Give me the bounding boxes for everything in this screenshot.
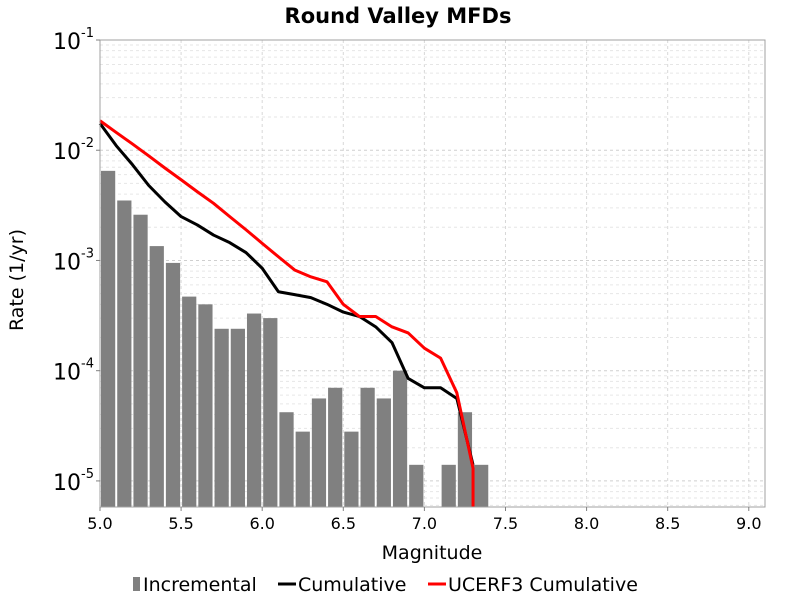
y-tick-exponent: -2: [81, 136, 94, 151]
cumulative-lines: [98, 119, 475, 507]
incremental-bar: [101, 170, 116, 507]
legend-label-cumulative: Cumulative: [298, 574, 406, 596]
plot-border: [99, 39, 766, 508]
x-tick-label: 7.0: [412, 514, 437, 533]
x-tick-label: 9.0: [736, 514, 761, 533]
incremental-bar: [474, 464, 489, 507]
incremental-bar: [198, 304, 213, 507]
incremental-bar: [165, 262, 181, 507]
y-tick-exponent: -4: [81, 357, 94, 372]
y-tick-exponent: -5: [81, 467, 94, 482]
y-tick-label: 10-2: [53, 136, 94, 165]
incremental-bar: [214, 328, 229, 507]
legend-item-ucerf3: UCERF3 Cumulative: [428, 574, 638, 596]
incremental-bar: [117, 200, 132, 508]
y-tick-label: 10-3: [53, 246, 94, 275]
y-tick-exponent: -1: [81, 26, 94, 41]
x-axis-ticks: 5.0 5.5 6.0 6.5 7.0 7.5 8.0 8.5 9.0: [87, 507, 762, 533]
y-tick-label: 10-4: [53, 357, 94, 386]
chart-title: Round Valley MFDs: [285, 4, 512, 28]
x-tick-label: 5.0: [87, 514, 112, 533]
y-tick-exponent: -3: [81, 246, 94, 261]
y-tick-label: 10-5: [53, 467, 94, 496]
incremental-bar: [328, 387, 343, 507]
x-tick-label: 8.5: [655, 514, 680, 533]
ucerf3-cumulative-line: [99, 119, 475, 507]
incremental-bar: [295, 431, 310, 507]
x-tick-label: 8.0: [574, 514, 599, 533]
incremental-bar: [263, 318, 278, 507]
y-axis-ticks: 10-1 10-2 10-3 10-4 10-5: [53, 26, 100, 496]
x-tick-label: 7.5: [493, 514, 518, 533]
incremental-bar: [182, 296, 197, 507]
incremental-bar: [344, 431, 359, 507]
cumulative-line: [98, 122, 475, 466]
legend-label-ucerf3: UCERF3 Cumulative: [448, 574, 638, 596]
incremental-bar: [457, 412, 473, 507]
incremental-bar: [230, 328, 245, 507]
incremental-bar: [376, 398, 391, 507]
incremental-bar: [133, 214, 148, 507]
incremental-bar: [360, 387, 375, 507]
incremental-bars: [101, 170, 489, 508]
y-axis-label: Rate (1/yr): [6, 229, 28, 331]
incremental-bar: [279, 412, 294, 507]
incremental-bar: [409, 464, 424, 507]
legend-item-incremental: Incremental: [133, 574, 257, 596]
x-tick-label: 6.5: [331, 514, 356, 533]
legend-label-incremental: Incremental: [143, 574, 257, 596]
x-axis-label: Magnitude: [382, 542, 483, 564]
legend: Incremental Cumulative UCERF3 Cumulative: [133, 574, 638, 596]
legend-item-cumulative: Cumulative: [278, 574, 406, 596]
incremental-bar: [149, 246, 164, 507]
legend-swatch-incremental: [133, 577, 140, 591]
x-tick-label: 5.5: [168, 514, 193, 533]
incremental-bar: [311, 398, 327, 507]
x-tick-label: 6.0: [249, 514, 274, 533]
incremental-bar: [392, 370, 408, 507]
incremental-bar: [441, 464, 456, 507]
incremental-bar: [246, 313, 262, 507]
y-tick-label: 10-1: [53, 26, 94, 55]
